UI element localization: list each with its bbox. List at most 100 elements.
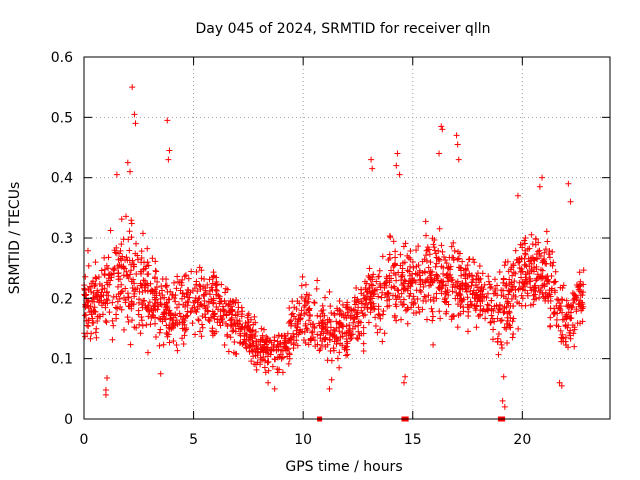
data-point — [429, 235, 436, 242]
data-point — [557, 327, 564, 334]
data-point — [544, 273, 551, 280]
data-point — [425, 264, 432, 271]
data-point — [257, 349, 264, 356]
data-point — [343, 352, 350, 359]
data-point — [324, 316, 331, 323]
data-point — [408, 299, 415, 306]
data-point — [567, 198, 574, 205]
data-point — [379, 338, 386, 345]
data-point — [530, 256, 537, 263]
data-point — [163, 283, 170, 290]
data-point — [494, 282, 501, 289]
data-point — [299, 273, 306, 280]
data-point — [302, 281, 309, 288]
data-point — [152, 320, 159, 327]
data-point — [258, 336, 265, 343]
data-point — [118, 216, 125, 223]
data-point — [367, 309, 374, 316]
data-point — [156, 315, 163, 322]
data-point — [334, 355, 341, 362]
data-point — [314, 277, 321, 284]
data-point — [112, 304, 119, 311]
data-point — [547, 322, 554, 329]
data-point — [85, 305, 92, 312]
data-point — [460, 271, 467, 278]
data-points — [81, 84, 587, 422]
data-point — [98, 302, 105, 309]
data-point — [439, 248, 446, 255]
data-point — [101, 254, 108, 261]
data-point — [448, 313, 455, 320]
data-point — [430, 294, 437, 301]
data-point — [475, 295, 482, 302]
data-point — [232, 328, 239, 335]
data-point — [163, 329, 170, 336]
data-point — [125, 318, 132, 325]
data-point — [128, 300, 135, 307]
data-point — [193, 278, 200, 285]
data-point — [187, 289, 194, 296]
data-point — [514, 192, 521, 199]
data-point — [201, 291, 208, 298]
y-tick-label: 0.1 — [51, 352, 73, 368]
data-point — [332, 334, 339, 341]
data-point — [474, 270, 481, 277]
data-point — [558, 334, 565, 341]
data-point — [488, 312, 495, 319]
data-point — [118, 288, 125, 295]
data-point — [317, 335, 324, 342]
data-point — [487, 319, 494, 326]
data-point — [386, 279, 393, 286]
data-point — [189, 320, 196, 327]
data-point — [462, 271, 469, 278]
data-point — [409, 279, 416, 286]
data-point — [153, 268, 160, 275]
data-point — [364, 306, 371, 313]
data-point — [338, 321, 345, 328]
data-point — [381, 330, 388, 337]
data-point — [355, 318, 362, 325]
data-point — [206, 318, 213, 325]
data-point — [172, 312, 179, 319]
data-point — [118, 241, 125, 248]
data-point — [101, 285, 108, 292]
data-point — [94, 313, 101, 320]
data-point — [138, 255, 145, 262]
data-point — [206, 291, 213, 298]
data-point — [101, 266, 108, 273]
data-point — [140, 297, 147, 304]
data-point — [459, 281, 466, 288]
data-point — [214, 316, 221, 323]
data-point — [402, 278, 409, 285]
data-point — [133, 240, 140, 247]
axis-tick-labels: 0 0.1 0.2 0.3 0.4 0.5 0.6 0 5 10 15 20 — [51, 50, 532, 448]
data-point — [179, 335, 186, 342]
data-point — [191, 285, 198, 292]
data-point — [386, 251, 393, 258]
data-point — [379, 289, 386, 296]
data-point — [113, 311, 120, 318]
data-point — [580, 303, 587, 310]
data-point — [138, 317, 145, 324]
data-point — [404, 305, 411, 312]
data-point — [495, 351, 502, 358]
data-point — [498, 341, 505, 348]
data-point — [399, 272, 406, 279]
data-point — [228, 321, 235, 328]
data-point — [183, 312, 190, 319]
data-point — [195, 295, 202, 302]
data-point — [407, 247, 414, 254]
data-point — [209, 327, 216, 334]
data-point — [309, 328, 316, 335]
data-point — [127, 341, 134, 348]
data-point — [518, 274, 525, 281]
data-point — [287, 336, 294, 343]
data-point — [498, 317, 505, 324]
data-point — [242, 320, 249, 327]
data-point — [355, 304, 362, 311]
data-point — [377, 315, 384, 322]
data-point — [199, 324, 206, 331]
data-point — [123, 268, 130, 275]
data-point — [505, 268, 512, 275]
data-point — [447, 271, 454, 278]
